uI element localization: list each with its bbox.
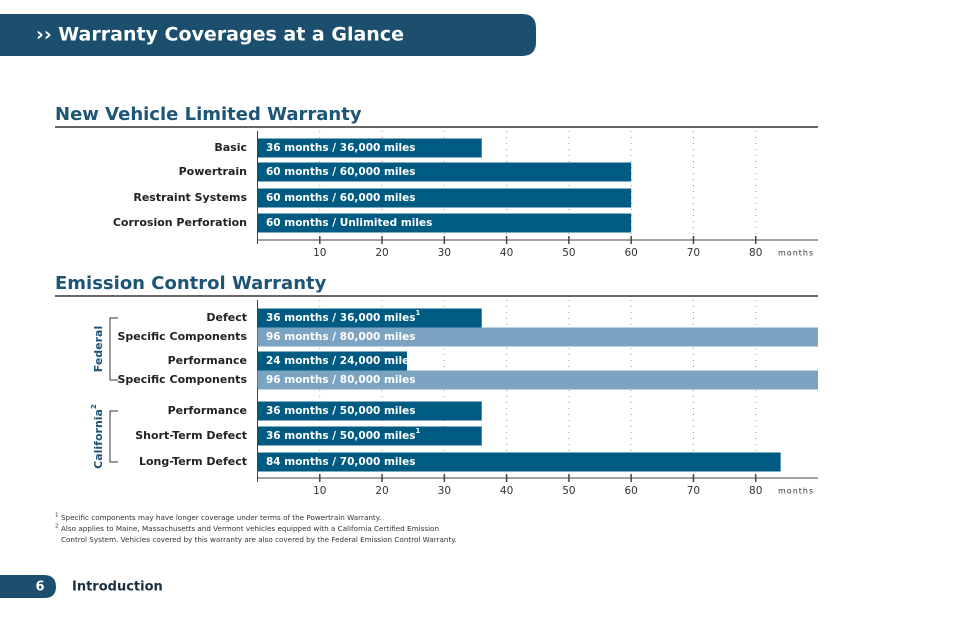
x-tick-label: 80 xyxy=(749,247,762,259)
x-tick-label: 10 xyxy=(313,485,326,497)
value-label: 36 months / 50,000 miles1 xyxy=(266,427,420,442)
x-tick-label: 40 xyxy=(500,485,513,497)
value-label-text: 60 months / 60,000 miles xyxy=(266,166,415,178)
category-label: Specific Components xyxy=(117,373,247,386)
x-tick-label: 70 xyxy=(687,247,700,259)
bar xyxy=(257,213,632,233)
value-label: 36 months / 50,000 miles xyxy=(266,405,415,417)
value-label-text: 60 months / Unlimited miles xyxy=(266,217,432,229)
bar xyxy=(257,426,482,446)
axis-unit: months xyxy=(778,249,814,258)
chart-title: New Vehicle Limited Warranty xyxy=(55,104,362,125)
value-label: 60 months / 60,000 miles xyxy=(266,192,415,204)
value-label-text: 84 months / 70,000 miles xyxy=(266,456,415,468)
x-tick-label: 20 xyxy=(375,247,388,259)
value-label: 84 months / 70,000 miles xyxy=(266,456,415,468)
category-label: Short-Term Defect xyxy=(135,429,247,442)
category-label: Restraint Systems xyxy=(133,191,247,204)
x-tick-label: 60 xyxy=(624,485,637,497)
x-tick-label: 50 xyxy=(562,485,575,497)
value-label: 60 months / 60,000 miles xyxy=(266,166,415,178)
page-number: 6 xyxy=(35,580,44,595)
bar xyxy=(257,188,632,208)
x-tick-label: 30 xyxy=(438,247,451,259)
category-label: Performance xyxy=(168,404,247,417)
page-tab xyxy=(0,575,56,598)
bar xyxy=(257,401,482,421)
value-label: 96 months / 80,000 miles xyxy=(266,331,415,343)
bar xyxy=(257,370,818,390)
chart-title: Emission Control Warranty xyxy=(55,273,327,294)
value-label: 36 months / 36,000 miles xyxy=(266,142,415,154)
group-label: California2 xyxy=(90,404,105,469)
value-label: 60 months / Unlimited miles xyxy=(266,217,432,229)
footnote-mark: 2 xyxy=(55,524,59,530)
bar xyxy=(257,162,632,182)
value-label-text: 96 months / 80,000 miles xyxy=(266,331,415,343)
group-bracket xyxy=(109,317,118,381)
group-name: Federal xyxy=(92,326,105,372)
footnote-mark: 1 xyxy=(55,513,59,519)
x-tick-label: 70 xyxy=(687,485,700,497)
x-tick-label: 80 xyxy=(749,485,762,497)
category-label: Powertrain xyxy=(179,165,247,178)
header-title: ›› Warranty Coverages at a Glance xyxy=(36,24,404,46)
bar xyxy=(257,308,482,328)
value-label-text: 24 months / 24,000 miles xyxy=(266,355,415,367)
category-label: Performance xyxy=(168,354,247,367)
category-label: Corrosion Perforation xyxy=(113,216,247,229)
footnote-text: Control System. Vehicles covered by this… xyxy=(61,535,457,544)
x-tick-label: 50 xyxy=(562,247,575,259)
bar xyxy=(257,327,818,347)
x-tick-label: 10 xyxy=(313,247,326,259)
axis-unit: months xyxy=(778,487,814,496)
value-label-text: 36 months / 36,000 miles xyxy=(266,142,415,154)
x-tick-label: 40 xyxy=(500,247,513,259)
value-label: 24 months / 24,000 miles xyxy=(266,355,415,367)
x-tick-label: 30 xyxy=(438,485,451,497)
group-bracket xyxy=(109,410,118,463)
bar xyxy=(257,351,407,371)
value-label-text: 36 months / 50,000 miles xyxy=(266,430,415,442)
category-label: Basic xyxy=(214,141,247,154)
footnote-text: Specific components may have longer cove… xyxy=(61,513,381,522)
x-tick-label: 20 xyxy=(375,485,388,497)
bar xyxy=(257,138,482,158)
footnote-text: Also applies to Maine, Massachusetts and… xyxy=(61,524,439,533)
value-label-text: 36 months / 50,000 miles xyxy=(266,405,415,417)
category-label: Long-Term Defect xyxy=(139,455,247,468)
value-label: 96 months / 80,000 miles xyxy=(266,374,415,386)
category-label: Defect xyxy=(206,311,247,324)
plot xyxy=(257,308,818,472)
header-banner xyxy=(0,14,536,56)
value-label-text: 96 months / 80,000 miles xyxy=(266,374,415,386)
value-label-text: 36 months / 36,000 miles xyxy=(266,312,415,324)
section-name: Introduction xyxy=(72,580,163,595)
value-label-text: 60 months / 60,000 miles xyxy=(266,192,415,204)
bar xyxy=(257,452,781,472)
plot xyxy=(257,138,632,233)
x-tick-label: 60 xyxy=(624,247,637,259)
footnote-mark: 1 xyxy=(415,427,420,435)
value-label: 36 months / 36,000 miles1 xyxy=(266,309,420,324)
category-label: Specific Components xyxy=(117,330,247,343)
group-label: Federal xyxy=(92,326,105,372)
group-name: California xyxy=(92,409,105,469)
footnote-mark: 1 xyxy=(415,309,420,317)
footnote-mark: 2 xyxy=(90,404,98,409)
